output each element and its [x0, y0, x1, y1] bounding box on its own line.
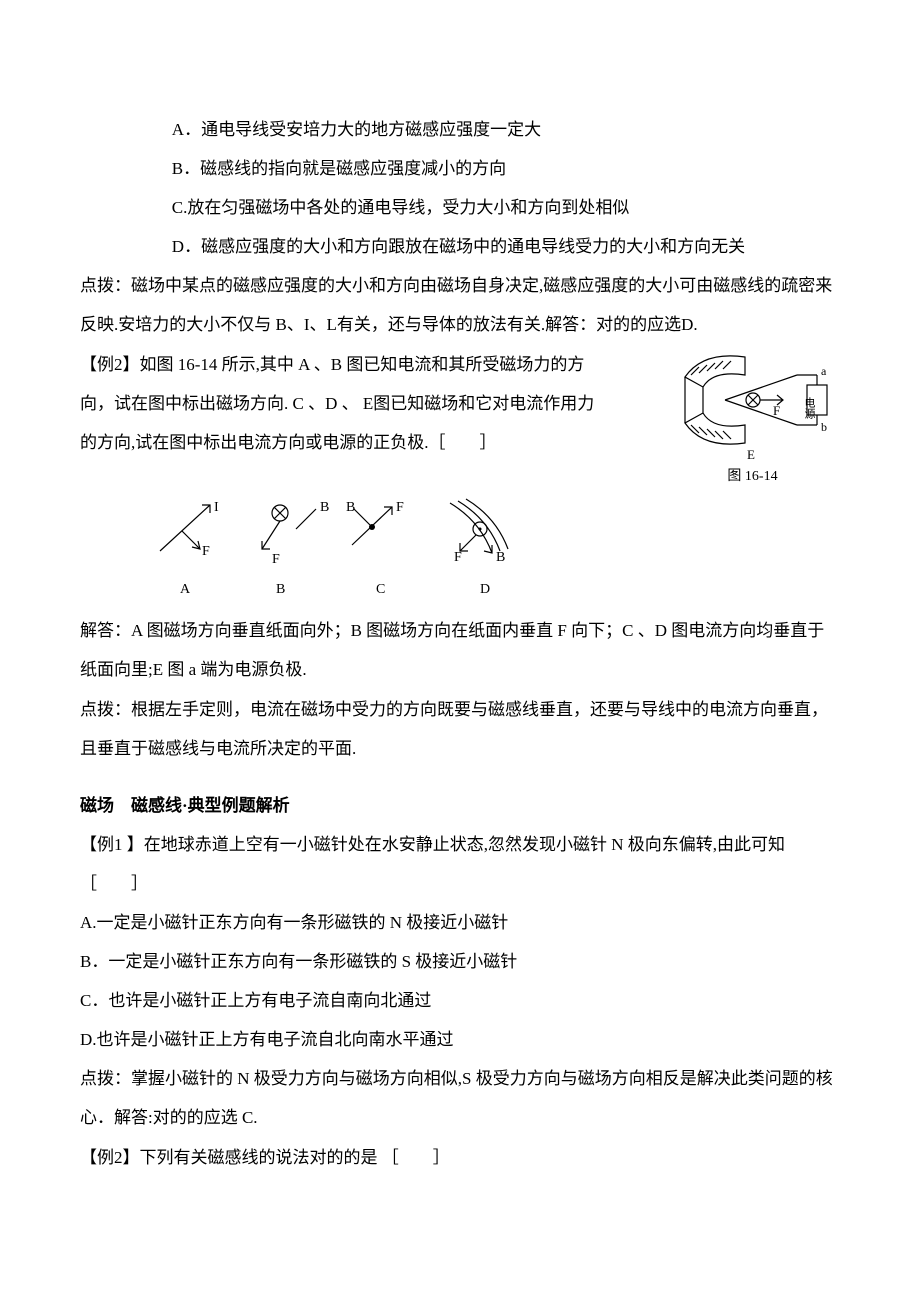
option-d: D．磁感应强度的大小和方向跟放在磁场中的通电导线受力的大小和方向无关 — [80, 227, 840, 266]
label-d: D — [480, 582, 490, 597]
label-b: b — [821, 420, 827, 434]
label-a: a — [821, 364, 827, 378]
ex2-answer: 解答：A 图磁场方向垂直纸面向外；B 图磁场方向在纸面内垂直 F 向下；C 、D… — [80, 611, 840, 689]
label-b: B — [276, 582, 285, 597]
opt2-c: C．也许是小磁针正上方有电子流自南向北通过 — [80, 981, 840, 1020]
label-f-d: F — [454, 550, 462, 565]
paragraph-tip-1: 点拨：磁场中某点的磁感应强度的大小和方向由磁场自身决定,磁感应强度的大小可由磁感… — [80, 266, 840, 344]
figure-row-abcd: I F F B F B F B A B C D — [140, 493, 840, 603]
paragraph-tip-2: 点拨：掌握小磁针的 N 极受力方向与磁场方向相似,S 极受力方向与磁场方向相反是… — [80, 1059, 840, 1137]
opt2-b: B．一定是小磁针正东方向有一条形磁铁的 S 极接近小磁针 — [80, 942, 840, 981]
option-b: B．磁感线的指向就是磁感应强度减小的方向 — [80, 149, 840, 188]
label-a: A — [180, 582, 191, 597]
label-b-d: B — [496, 550, 505, 565]
opt2-a: A.一定是小磁针正东方向有一条形磁铁的 N 极接近小磁针 — [80, 903, 840, 942]
label-f: F — [773, 403, 780, 418]
ex2b: 【例2】下列有关磁感线的说法对的的是 ［ ］ — [80, 1138, 840, 1177]
option-a: A．通电导线受安培力大的地方磁感应强度一定大 — [80, 110, 840, 149]
example2-block: F a b 电源 E 图 16-14 【例2】如图 16-14 所示,其中 A … — [80, 345, 840, 486]
label-src: 电源 — [803, 396, 816, 419]
label-f-a: F — [202, 544, 210, 559]
option-c: C.放在匀强磁场中各处的通电导线，受力大小和方向到处相似 — [80, 188, 840, 227]
opt2-d: D.也许是小磁针正上方有电子流自北向南水平通过 — [80, 1020, 840, 1059]
ex1b-intro: 【例1 】在地球赤道上空有一小磁针处在水安静止状态,忽然发现小磁针 N 极向东偏… — [80, 825, 840, 903]
label-i: I — [214, 500, 219, 515]
label-e: E — [747, 447, 755, 462]
label-f-b: F — [272, 552, 280, 567]
figure-e: F a b 电源 E 图 16-14 — [665, 345, 840, 486]
figure-e-caption: 图 16-14 — [665, 469, 840, 486]
ex2-tip: 点拨：根据左手定则，电流在磁场中受力的方向既要与磁感线垂直，还要与导线中的电流方… — [80, 690, 840, 768]
section-title: 磁场 磁感线·典型例题解析 — [80, 786, 840, 825]
label-b-c: B — [346, 500, 355, 515]
label-c: C — [376, 582, 385, 597]
label-b-b: B — [320, 500, 329, 515]
label-f-c: F — [396, 500, 404, 515]
